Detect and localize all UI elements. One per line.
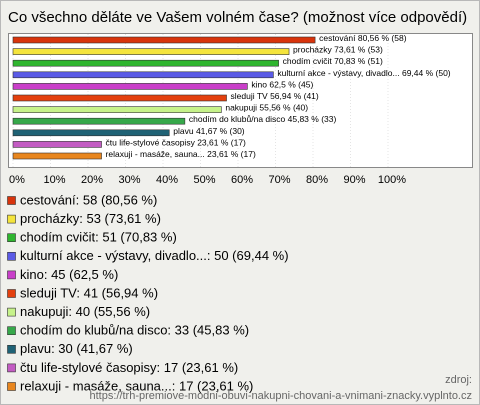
legend-swatch xyxy=(7,252,16,261)
legend-swatch xyxy=(7,307,16,317)
bar xyxy=(12,152,102,160)
legend-swatch xyxy=(7,326,16,336)
bar-category: nakupuji xyxy=(225,103,257,113)
value-label: 55,56 % (40) xyxy=(259,103,308,113)
bar-category: sleduji TV xyxy=(231,91,268,101)
legend-label: kino: 45 (62,5 %) xyxy=(20,267,118,282)
value-label: 56,94 % (41) xyxy=(270,91,319,101)
legend-swatch xyxy=(7,270,16,280)
bar xyxy=(12,36,316,44)
x-tick-label: 50% xyxy=(193,174,215,186)
bar-label: cestování 80,56 % (58) xyxy=(319,33,407,43)
legend-swatch xyxy=(7,196,16,205)
bar-label: sleduji TV 56,94 % (41) xyxy=(231,91,319,101)
x-tick-label: 70% xyxy=(268,174,290,186)
legend-swatch xyxy=(7,289,16,298)
bar-category: chodím do klubů/na disco xyxy=(189,114,286,124)
x-tick-label: 100% xyxy=(378,174,406,186)
bar-category: kulturní akce - výstavy, divadlo... xyxy=(277,68,399,78)
bar xyxy=(12,129,170,137)
legend-label: plavu: 30 (41,67 %) xyxy=(20,341,133,356)
bar-category: čtu life-stylové časopisy xyxy=(106,138,196,148)
bar-category: relaxuji - masáže, sauna... xyxy=(106,149,205,159)
legend-label: chodím do klubů/na disco: 33 (45,83 %) xyxy=(20,323,249,338)
value-label: 69,44 % (50) xyxy=(402,68,451,78)
value-label: 62,5 % (45) xyxy=(269,80,313,90)
legend-swatch xyxy=(7,233,16,242)
value-label: 70,83 % (51) xyxy=(334,56,383,66)
value-label: 23,61 % (17) xyxy=(207,149,256,159)
bar xyxy=(12,141,102,148)
chart-title: Co všechno děláte ve Vašem volném čase? … xyxy=(8,9,467,26)
value-label: 41,67 % (30) xyxy=(196,126,245,136)
legend-label: čtu life-stylové časopisy: 17 (23,61 %) xyxy=(20,360,238,375)
legend-label: relaxuji - masáže, sauna...: 17 (23,61 %… xyxy=(20,378,253,393)
bar-category: cestování xyxy=(319,33,356,43)
bar-category: chodím cvičit xyxy=(283,56,333,66)
legend-label: sleduji TV: 41 (56,94 %) xyxy=(20,285,158,300)
bar-label: nakupuji 55,56 % (40) xyxy=(225,103,308,113)
bar-category: procházky xyxy=(293,45,332,55)
x-tick-label: 0% xyxy=(9,174,25,186)
x-tick-label: 80% xyxy=(306,174,328,186)
bar-label: chodím cvičit 70,83 % (51) xyxy=(283,56,383,66)
bar xyxy=(12,106,222,113)
bar xyxy=(12,48,290,55)
source-url: https://trh-premiove-modni-obuvi-nakupni… xyxy=(89,390,472,402)
bar-category: kino xyxy=(251,80,267,90)
legend-label: nakupuji: 40 (55,56 %) xyxy=(20,304,150,319)
source-label: zdroj: xyxy=(445,374,472,386)
x-tick-label: 60% xyxy=(231,174,253,186)
legend-label: kulturní akce - výstavy, divadlo...: 50 … xyxy=(20,248,289,263)
x-tick-label: 10% xyxy=(43,174,65,186)
legend-label: procházky: 53 (73,61 %) xyxy=(20,211,161,226)
bar-label: kulturní akce - výstavy, divadlo... 69,4… xyxy=(277,68,450,78)
legend-swatch xyxy=(7,382,16,391)
bar-label: procházky 73,61 % (53) xyxy=(293,45,383,55)
x-tick-label: 40% xyxy=(156,174,178,186)
bar-label: čtu life-stylové časopisy 23,61 % (17) xyxy=(106,138,247,148)
bar xyxy=(12,117,186,125)
x-tick-label: 30% xyxy=(118,174,140,186)
legend-swatch xyxy=(7,363,16,373)
bar xyxy=(12,94,227,102)
legend-label: chodím cvičit: 51 (70,83 %) xyxy=(20,230,177,245)
bar-label: kino 62,5 % (45) xyxy=(251,80,313,90)
bar xyxy=(12,83,248,90)
value-label: 23,61 % (17) xyxy=(197,138,246,148)
bar-label: chodím do klubů/na disco 45,83 % (33) xyxy=(189,114,337,124)
legend-swatch xyxy=(7,214,16,224)
value-label: 73,61 % (53) xyxy=(334,45,383,55)
x-tick-label: 20% xyxy=(81,174,103,186)
bar-category: plavu xyxy=(173,126,194,136)
bar xyxy=(12,59,279,67)
value-label: 45,83 % (33) xyxy=(288,114,337,124)
legend-label: cestování: 58 (80,56 %) xyxy=(20,192,157,207)
bar-label: plavu 41,67 % (30) xyxy=(173,126,245,136)
legend-swatch xyxy=(7,344,16,354)
value-label: 80,56 % (58) xyxy=(358,33,407,43)
bar-label: relaxuji - masáže, sauna... 23,61 % (17) xyxy=(106,149,256,159)
x-tick-label: 90% xyxy=(343,174,365,186)
bar xyxy=(12,71,274,79)
